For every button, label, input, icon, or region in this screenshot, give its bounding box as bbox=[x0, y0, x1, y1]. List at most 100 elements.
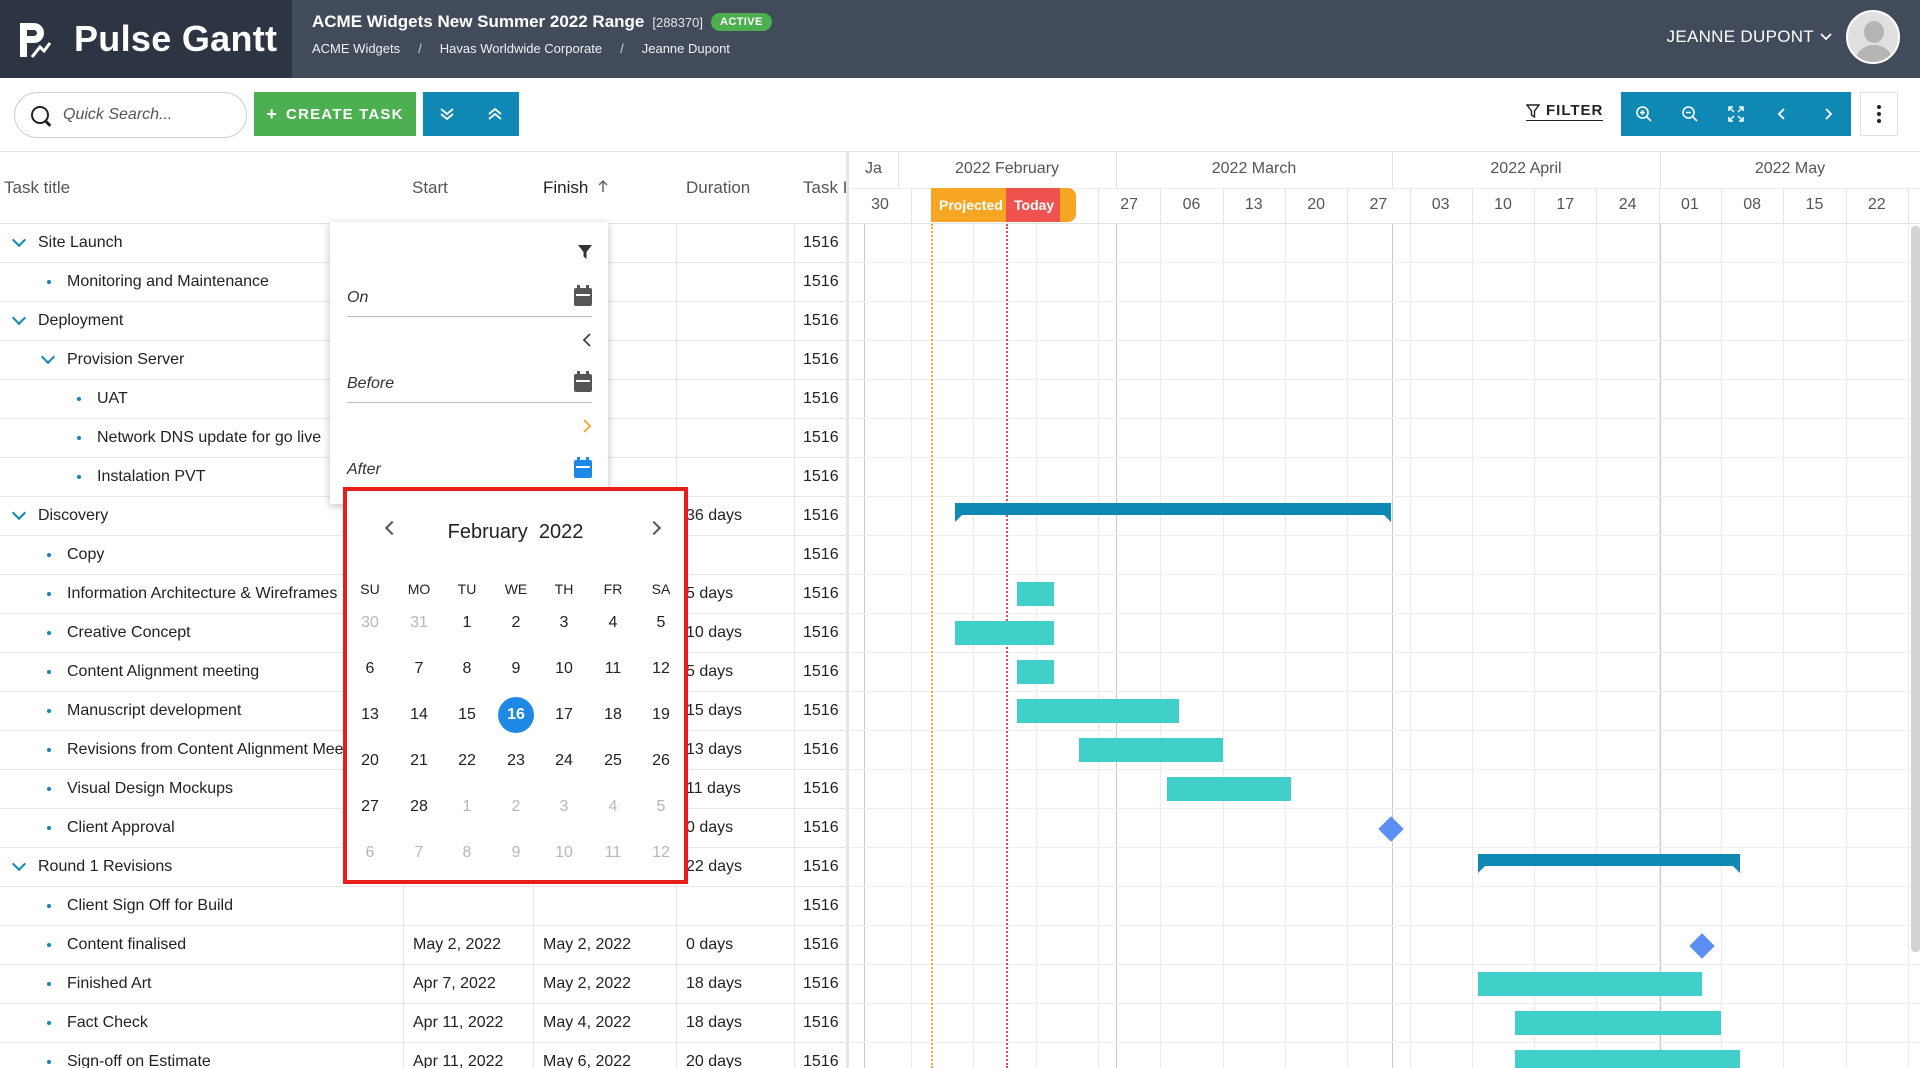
task-title-cell[interactable]: Content Alignment meeting bbox=[47, 663, 259, 681]
expand-all-button[interactable] bbox=[423, 92, 471, 136]
task-title-cell[interactable]: Deployment bbox=[11, 310, 123, 330]
calendar-day[interactable]: 23 bbox=[507, 752, 525, 769]
task-title[interactable]: Fact Check bbox=[67, 1014, 148, 1031]
task-title-cell[interactable]: Client Approval bbox=[47, 819, 175, 837]
summary-bar[interactable] bbox=[954, 503, 1391, 522]
task-bar[interactable] bbox=[1079, 738, 1223, 762]
table-row[interactable]: Sign-off on Estimate Apr 11, 2022 May 6, 2… bbox=[0, 1043, 846, 1068]
column-header-task[interactable]: Task I bbox=[803, 178, 848, 197]
calendar-day[interactable]: 13 bbox=[361, 706, 379, 723]
calendar-day[interactable]: 25 bbox=[604, 752, 622, 769]
zoom-in-button[interactable] bbox=[1621, 92, 1667, 136]
milestone-marker[interactable] bbox=[1378, 816, 1404, 842]
calendar-day[interactable]: 7 bbox=[414, 844, 424, 861]
task-title-cell[interactable]: Creative Concept bbox=[47, 624, 191, 642]
search-input[interactable] bbox=[63, 106, 233, 124]
duration-cell[interactable]: 5 days bbox=[686, 663, 734, 680]
duration-cell[interactable]: 5 days bbox=[686, 585, 734, 602]
calendar-day[interactable]: 4 bbox=[608, 798, 618, 815]
calendar-day[interactable]: 5 bbox=[656, 798, 666, 815]
task-title-cell[interactable]: Instalation PVT bbox=[77, 468, 206, 486]
chevron-right-icon[interactable] bbox=[582, 419, 592, 433]
duration-cell[interactable]: 22 days bbox=[686, 858, 743, 875]
calendar-day[interactable]: 21 bbox=[410, 752, 428, 769]
calendar-day[interactable]: 1 bbox=[462, 798, 472, 815]
task-title[interactable]: Monitoring and Maintenance bbox=[67, 273, 269, 290]
milestone-marker[interactable] bbox=[1689, 933, 1716, 959]
avatar[interactable] bbox=[1846, 10, 1900, 64]
calendar-day[interactable]: 3 bbox=[559, 614, 569, 631]
calendar-day[interactable]: 16 bbox=[498, 697, 534, 733]
calendar-day[interactable]: 14 bbox=[410, 706, 428, 723]
project-title[interactable]: ACME Widgets New Summer 2022 Range bbox=[312, 12, 645, 31]
task-title-cell[interactable]: Visual Design Mockups bbox=[47, 780, 233, 798]
task-title-cell[interactable]: Site Launch bbox=[11, 232, 123, 252]
chevron-down-icon[interactable] bbox=[11, 232, 27, 248]
finish-date-cell[interactable]: May 2, 2022 bbox=[543, 975, 632, 992]
table-row[interactable]: Fact Check Apr 11, 2022 May 4, 2022 18 days… bbox=[0, 1004, 846, 1043]
duration-cell[interactable]: 10 days bbox=[686, 624, 743, 641]
calendar-day[interactable]: 15 bbox=[458, 706, 476, 723]
calendar-day[interactable]: 6 bbox=[365, 660, 375, 677]
task-bar[interactable] bbox=[954, 621, 1055, 645]
calendar-day[interactable]: 22 bbox=[458, 752, 476, 769]
calendar-day[interactable]: 31 bbox=[410, 614, 428, 631]
task-bar[interactable] bbox=[1017, 699, 1180, 723]
calendar-icon[interactable] bbox=[574, 371, 592, 392]
filter-button[interactable]: FILTER bbox=[1526, 102, 1604, 121]
task-bar[interactable] bbox=[1166, 777, 1292, 801]
task-title[interactable]: Site Launch bbox=[38, 234, 123, 251]
today-marker[interactable]: Today bbox=[1006, 188, 1060, 222]
task-bar[interactable] bbox=[1515, 1011, 1722, 1035]
duration-cell[interactable]: 0 days bbox=[686, 819, 734, 836]
table-row[interactable]: Content finalised May 2, 2022 May 2, 2022 0… bbox=[0, 926, 846, 965]
table-row[interactable]: Finished Art Apr 7, 2022 May 2, 2022 18 day… bbox=[0, 965, 846, 1004]
task-title[interactable]: Sign-off on Estimate bbox=[67, 1053, 211, 1068]
zoom-out-button[interactable] bbox=[1667, 92, 1713, 136]
summary-bar[interactable] bbox=[1478, 854, 1740, 873]
column-header-start[interactable]: Start bbox=[412, 178, 448, 197]
calendar-day[interactable]: 28 bbox=[410, 798, 428, 815]
calendar-icon[interactable] bbox=[574, 285, 592, 306]
fit-to-screen-button[interactable] bbox=[1713, 92, 1759, 136]
task-title-cell[interactable]: Monitoring and Maintenance bbox=[47, 273, 269, 291]
task-title-cell[interactable]: Revisions from Content Alignment Meet bbox=[47, 741, 348, 759]
chevron-down-icon[interactable] bbox=[11, 310, 27, 326]
calendar-day[interactable]: 10 bbox=[555, 844, 573, 861]
calendar-day[interactable]: 5 bbox=[656, 614, 666, 631]
calendar-day[interactable]: 11 bbox=[604, 660, 622, 677]
task-title-cell[interactable]: Sign-off on Estimate bbox=[47, 1053, 211, 1068]
task-title-cell[interactable]: Network DNS update for go live bbox=[77, 429, 321, 447]
calendar-day[interactable]: 10 bbox=[555, 660, 573, 677]
calendar-day[interactable]: 6 bbox=[365, 844, 375, 861]
task-bar[interactable] bbox=[1515, 1050, 1740, 1068]
task-title-cell[interactable]: Client Sign Off for Build bbox=[47, 897, 233, 915]
collapse-all-button[interactable] bbox=[471, 92, 519, 136]
task-title[interactable]: Content Alignment meeting bbox=[67, 663, 260, 680]
duration-cell[interactable]: 18 days bbox=[686, 1014, 743, 1031]
duration-cell[interactable]: 11 days bbox=[686, 780, 741, 797]
calendar-day[interactable]: 3 bbox=[559, 798, 569, 815]
task-title-cell[interactable]: Round 1 Revisions bbox=[11, 856, 172, 876]
task-title-cell[interactable]: Finished Art bbox=[47, 975, 151, 993]
date-picker-month[interactable]: February bbox=[447, 521, 528, 543]
finish-date-cell[interactable]: May 4, 2022 bbox=[543, 1014, 632, 1031]
calendar-day[interactable]: 8 bbox=[462, 660, 472, 677]
calendar-day[interactable]: 27 bbox=[361, 798, 379, 815]
task-title[interactable]: Instalation PVT bbox=[97, 468, 206, 485]
duration-cell[interactable]: 13 days bbox=[686, 741, 743, 758]
task-bar[interactable] bbox=[1478, 972, 1703, 996]
calendar-day[interactable]: 1 bbox=[462, 614, 472, 631]
breadcrumb-item[interactable]: Jeanne Dupont bbox=[641, 41, 730, 56]
task-bar[interactable] bbox=[1017, 582, 1055, 606]
chevron-left-icon[interactable] bbox=[582, 333, 592, 347]
task-title[interactable]: Discovery bbox=[38, 507, 109, 524]
task-title[interactable]: Revisions from Content Alignment Meet bbox=[67, 741, 349, 758]
duration-cell[interactable]: 36 days bbox=[686, 507, 743, 524]
calendar-day[interactable]: 11 bbox=[604, 844, 622, 861]
breadcrumb-item[interactable]: Havas Worldwide Corporate bbox=[439, 41, 603, 56]
scroll-right-button[interactable] bbox=[1805, 92, 1851, 136]
task-title[interactable]: Client Approval bbox=[67, 819, 175, 836]
calendar-day[interactable]: 20 bbox=[361, 752, 379, 769]
column-header-title[interactable]: Task title bbox=[4, 178, 71, 197]
